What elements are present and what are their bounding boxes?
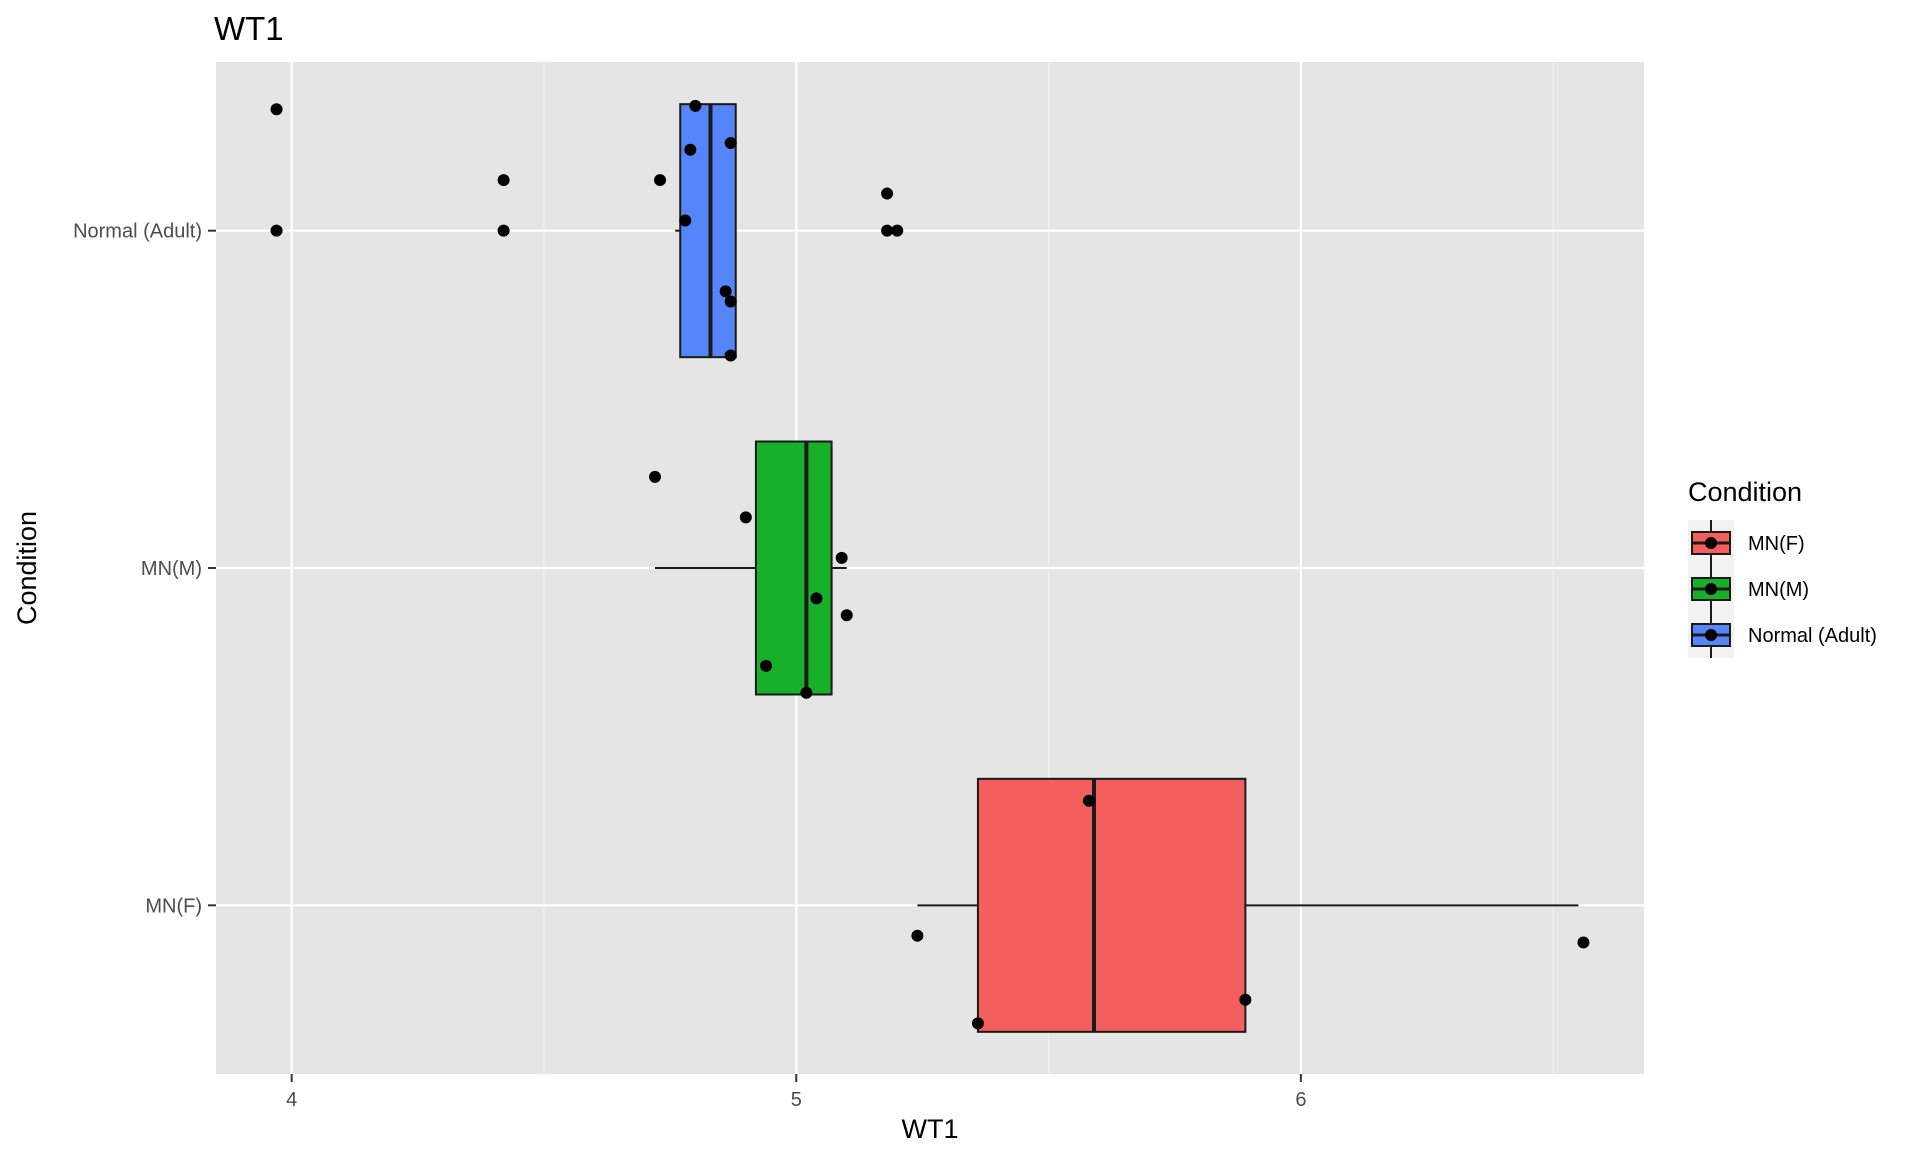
x-tick-label: 4	[286, 1089, 297, 1111]
data-point	[911, 929, 924, 942]
x-axis: 4 5 6	[286, 1074, 1306, 1111]
legend-label: MN(F)	[1748, 533, 1805, 555]
data-point	[689, 99, 702, 112]
data-point	[800, 686, 813, 699]
data-point	[719, 285, 732, 298]
data-point	[760, 659, 773, 672]
data-point	[1082, 794, 1095, 807]
data-point	[679, 214, 692, 227]
box-mn-m	[654, 440, 847, 696]
x-tick-label: 5	[791, 1089, 802, 1111]
data-point	[881, 224, 894, 237]
legend-key-point	[1705, 583, 1717, 595]
boxes	[654, 103, 1579, 1033]
legend: Condition MN(F) MN(M) Normal (Adult)	[1688, 477, 1877, 658]
data-point	[724, 349, 737, 362]
chart-title: WT1	[214, 10, 284, 47]
data-point	[1239, 993, 1252, 1006]
box-iqr	[754, 440, 833, 696]
data-point	[724, 295, 737, 308]
box-iqr	[976, 777, 1247, 1033]
data-point	[654, 174, 667, 187]
data-point	[810, 592, 823, 605]
legend-key-point	[1705, 629, 1717, 641]
legend-label: MN(M)	[1748, 579, 1809, 601]
data-point	[835, 551, 848, 564]
data-points	[270, 99, 1590, 1030]
data-point	[497, 174, 510, 187]
data-point	[1577, 936, 1590, 949]
data-point	[881, 187, 894, 200]
data-point	[270, 103, 283, 116]
data-point	[840, 609, 853, 622]
legend-key-point	[1705, 537, 1717, 549]
data-point	[739, 511, 752, 524]
x-axis-title: WT1	[902, 1114, 959, 1144]
legend-title: Condition	[1688, 477, 1802, 507]
data-point	[497, 224, 510, 237]
legend-item: MN(M)	[1688, 566, 1809, 612]
data-point	[971, 1017, 984, 1030]
box-mn-f	[917, 777, 1579, 1033]
legend-items: MN(F) MN(M) Normal (Adult)	[1688, 520, 1877, 658]
y-tick-label: MN(M)	[141, 558, 202, 580]
data-point	[270, 224, 283, 237]
y-axis-title: Condition	[12, 511, 42, 625]
legend-label: Normal (Adult)	[1748, 625, 1877, 647]
data-point	[684, 143, 697, 156]
legend-item: MN(F)	[1688, 520, 1805, 566]
data-point	[724, 136, 737, 149]
x-tick-label: 6	[1295, 1089, 1306, 1111]
legend-item: Normal (Adult)	[1688, 612, 1877, 658]
y-tick-label: MN(F)	[145, 895, 202, 917]
y-axis: MN(F) MN(M) Normal (Adult)	[73, 221, 216, 917]
data-point	[891, 224, 904, 237]
data-point	[648, 470, 661, 483]
y-tick-label: Normal (Adult)	[73, 221, 202, 243]
